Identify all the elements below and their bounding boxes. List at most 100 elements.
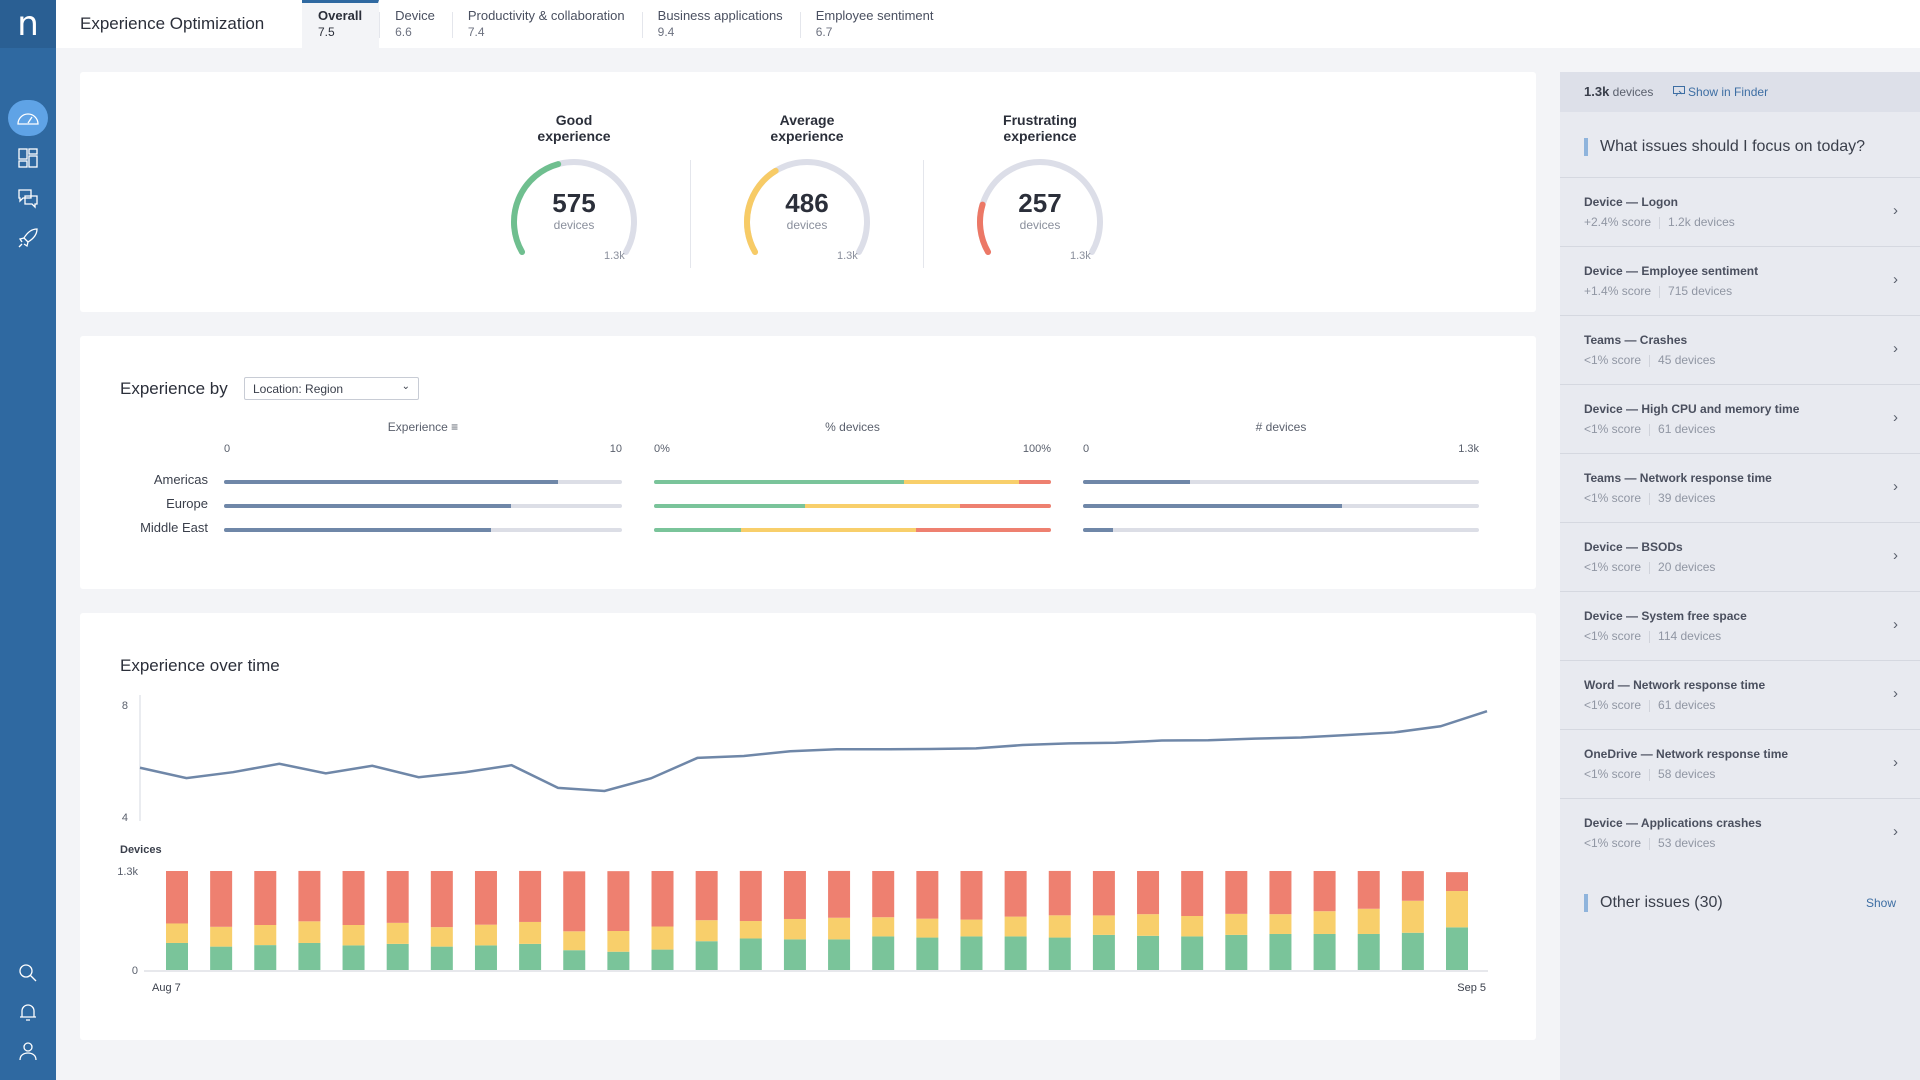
bar-good-segment[interactable] bbox=[651, 949, 674, 970]
bar-average-segment[interactable] bbox=[166, 923, 188, 943]
issue-item[interactable]: Device — High CPU and memory time <1% sco… bbox=[1560, 384, 1920, 453]
bar-average-segment[interactable] bbox=[1092, 915, 1115, 935]
bar-good-segment[interactable] bbox=[1137, 935, 1160, 970]
issue-item[interactable]: Device — Employee sentiment +1.4% score 71… bbox=[1560, 246, 1920, 315]
bar-average-segment[interactable] bbox=[1446, 891, 1468, 928]
bar-frustrating-segment[interactable] bbox=[828, 870, 851, 918]
bar-frustrating-segment[interactable] bbox=[783, 871, 806, 919]
bar-frustrating-segment[interactable] bbox=[1401, 871, 1424, 901]
bar-good-segment[interactable] bbox=[1004, 936, 1027, 970]
bar-frustrating-segment[interactable] bbox=[1092, 871, 1115, 916]
bar-good-segment[interactable] bbox=[828, 939, 851, 970]
bar-good-segment[interactable] bbox=[519, 943, 542, 970]
nav-layouts[interactable] bbox=[8, 140, 48, 176]
app-logo[interactable]: n bbox=[0, 0, 56, 48]
bar-good-segment[interactable] bbox=[1092, 934, 1115, 970]
bar-frustrating-segment[interactable] bbox=[695, 871, 718, 921]
bar-frustrating-segment[interactable] bbox=[563, 871, 586, 932]
bar-average-segment[interactable] bbox=[1313, 911, 1336, 934]
bar-good-segment[interactable] bbox=[1401, 932, 1424, 970]
issue-item[interactable]: Word — Network response time <1% score 61 … bbox=[1560, 660, 1920, 729]
bar-average-segment[interactable] bbox=[210, 926, 233, 947]
bar-average-segment[interactable] bbox=[1004, 916, 1027, 937]
bar-good-segment[interactable] bbox=[166, 942, 188, 970]
bar-frustrating-segment[interactable] bbox=[519, 870, 542, 922]
bar-average-segment[interactable] bbox=[739, 921, 762, 939]
bar-average-segment[interactable] bbox=[254, 924, 277, 946]
bar-frustrating-segment[interactable] bbox=[1137, 871, 1160, 915]
bar-average-segment[interactable] bbox=[651, 926, 674, 950]
bar-good-segment[interactable] bbox=[872, 936, 895, 970]
tab-overall[interactable]: Overall 7.5 bbox=[302, 0, 380, 48]
bar-frustrating-segment[interactable] bbox=[1269, 871, 1292, 915]
bar-average-segment[interactable] bbox=[342, 924, 365, 946]
bar-average-segment[interactable] bbox=[563, 931, 586, 951]
issue-item[interactable]: Device — Applications crashes <1% score 53… bbox=[1560, 798, 1920, 867]
bar-frustrating-segment[interactable] bbox=[739, 870, 762, 922]
tab-device[interactable]: Device 6.6 bbox=[379, 0, 452, 48]
bar-average-segment[interactable] bbox=[1269, 914, 1292, 934]
bar-good-segment[interactable] bbox=[474, 945, 497, 970]
bar-frustrating-segment[interactable] bbox=[474, 871, 497, 925]
bar-good-segment[interactable] bbox=[1313, 933, 1336, 970]
device-count-bar[interactable] bbox=[1083, 528, 1479, 532]
bar-average-segment[interactable] bbox=[430, 927, 453, 947]
bar-good-segment[interactable] bbox=[386, 943, 409, 970]
bar-frustrating-segment[interactable] bbox=[166, 871, 188, 924]
bar-good-segment[interactable] bbox=[739, 938, 762, 970]
bar-average-segment[interactable] bbox=[1137, 914, 1160, 936]
bar-average-segment[interactable] bbox=[1181, 916, 1204, 937]
bar-average-segment[interactable] bbox=[607, 931, 630, 952]
bar-frustrating-segment[interactable] bbox=[1004, 871, 1027, 917]
issue-item[interactable]: Device — Logon +2.4% score 1.2k devices › bbox=[1560, 177, 1920, 246]
bar-frustrating-segment[interactable] bbox=[210, 871, 233, 927]
nav-notifications[interactable] bbox=[8, 994, 48, 1030]
bar-frustrating-segment[interactable] bbox=[430, 871, 453, 928]
bar-frustrating-segment[interactable] bbox=[916, 871, 939, 919]
bar-good-segment[interactable] bbox=[210, 946, 233, 970]
bar-frustrating-segment[interactable] bbox=[342, 871, 365, 925]
issue-item[interactable]: Device — System free space <1% score 114 d… bbox=[1560, 591, 1920, 660]
bar-good-segment[interactable] bbox=[783, 939, 806, 970]
bar-frustrating-segment[interactable] bbox=[386, 871, 409, 923]
bar-average-segment[interactable] bbox=[474, 924, 497, 946]
bar-frustrating-segment[interactable] bbox=[1048, 870, 1071, 916]
bar-average-segment[interactable] bbox=[298, 921, 321, 943]
issue-item[interactable]: OneDrive — Network response time <1% scor… bbox=[1560, 729, 1920, 798]
experience-bar[interactable] bbox=[224, 480, 622, 484]
tab-employee-sentiment[interactable]: Employee sentiment 6.7 bbox=[799, 0, 951, 48]
bar-good-segment[interactable] bbox=[1181, 936, 1204, 970]
bar-good-segment[interactable] bbox=[254, 945, 277, 970]
bar-good-segment[interactable] bbox=[695, 941, 718, 970]
sort-icon[interactable]: ≡ bbox=[447, 420, 459, 434]
bar-frustrating-segment[interactable] bbox=[1225, 871, 1248, 914]
bar-average-segment[interactable] bbox=[1357, 908, 1380, 934]
issue-item[interactable]: Device — BSODs <1% score 20 devices › bbox=[1560, 522, 1920, 591]
bar-average-segment[interactable] bbox=[960, 919, 983, 937]
bar-average-segment[interactable] bbox=[386, 922, 409, 944]
bar-frustrating-segment[interactable] bbox=[254, 871, 277, 925]
nav-search[interactable] bbox=[8, 955, 48, 991]
bar-frustrating-segment[interactable] bbox=[298, 870, 321, 922]
bar-frustrating-segment[interactable] bbox=[1313, 871, 1336, 912]
bar-good-segment[interactable] bbox=[1225, 934, 1248, 970]
device-count-bar[interactable] bbox=[1083, 480, 1479, 484]
bar-good-segment[interactable] bbox=[298, 942, 321, 970]
bar-frustrating-segment[interactable] bbox=[1357, 871, 1380, 909]
bar-average-segment[interactable] bbox=[916, 918, 939, 938]
nav-profile[interactable] bbox=[8, 1033, 48, 1069]
bar-average-segment[interactable] bbox=[783, 918, 806, 940]
bar-average-segment[interactable] bbox=[1048, 915, 1071, 938]
nav-dashboard[interactable] bbox=[8, 100, 48, 136]
group-by-select[interactable]: Location: Region ⌄ bbox=[244, 377, 419, 400]
nav-messages[interactable] bbox=[8, 180, 48, 216]
show-in-finder-link[interactable]: Show in Finder bbox=[1672, 85, 1768, 99]
column-header[interactable]: Experience ≡ bbox=[224, 420, 622, 434]
bar-average-segment[interactable] bbox=[828, 917, 851, 940]
bar-frustrating-segment[interactable] bbox=[872, 871, 895, 918]
bar-good-segment[interactable] bbox=[342, 945, 365, 970]
bar-good-segment[interactable] bbox=[960, 936, 983, 970]
percent-devices-bar[interactable] bbox=[654, 480, 1051, 484]
bar-good-segment[interactable] bbox=[916, 937, 939, 970]
bar-good-segment[interactable] bbox=[607, 951, 630, 970]
